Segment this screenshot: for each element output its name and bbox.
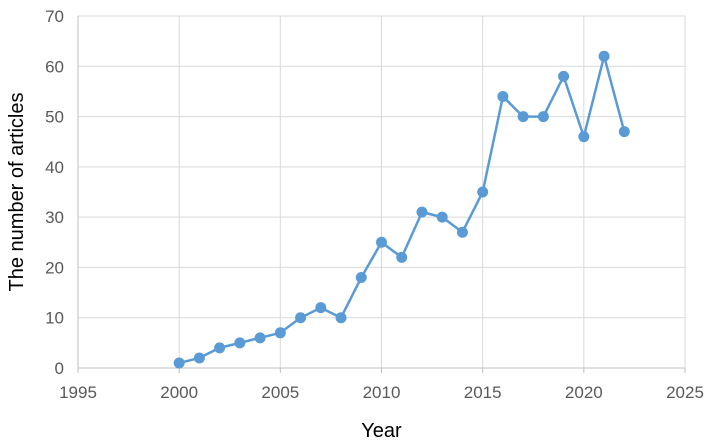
data-point <box>497 90 509 102</box>
data-point <box>274 327 286 339</box>
x-tick-labels: 1995 2000 2005 2010 2015 2020 2025 <box>59 383 704 402</box>
data-point <box>517 111 529 123</box>
data-point <box>578 131 590 143</box>
series <box>173 50 630 369</box>
y-tick-label: 30 <box>45 208 64 227</box>
data-point <box>558 70 570 82</box>
data-point <box>335 312 347 324</box>
data-point <box>214 342 226 354</box>
y-tick-label: 70 <box>45 7 64 26</box>
x-tick-label: 2025 <box>666 383 704 402</box>
data-point <box>537 111 549 123</box>
data-point <box>396 251 408 263</box>
x-tick-label: 2000 <box>160 383 198 402</box>
x-axis-title: Year <box>361 420 402 442</box>
data-point <box>436 211 448 223</box>
data-point <box>234 337 246 349</box>
x-tick-label: 2010 <box>363 383 401 402</box>
y-tick-label: 0 <box>55 359 64 378</box>
x-tick-label: 1995 <box>59 383 97 402</box>
y-tick-label: 20 <box>45 258 64 277</box>
gridlines <box>78 15 686 368</box>
data-point <box>477 186 489 198</box>
y-axis-title: The number of articles <box>6 93 28 292</box>
y-tick-label: 50 <box>45 108 64 127</box>
x-tick-label: 2020 <box>565 383 603 402</box>
data-point <box>295 312 307 324</box>
data-point <box>618 126 630 138</box>
y-tick-labels: 0 10 20 30 40 50 60 70 <box>45 7 64 378</box>
data-point <box>416 206 428 218</box>
series-line <box>178 54 626 365</box>
data-point <box>173 357 185 369</box>
data-point <box>456 226 468 238</box>
data-point <box>193 352 205 364</box>
data-point <box>254 332 266 344</box>
data-point <box>355 271 367 283</box>
data-point <box>376 236 387 248</box>
x-tick-label: 2015 <box>464 383 502 402</box>
data-point <box>598 50 610 62</box>
x-tick-label: 2005 <box>261 383 299 402</box>
y-tick-label: 10 <box>45 309 64 328</box>
y-tick-label: 60 <box>45 57 64 76</box>
data-point <box>315 302 327 314</box>
y-tick-label: 40 <box>45 158 64 177</box>
